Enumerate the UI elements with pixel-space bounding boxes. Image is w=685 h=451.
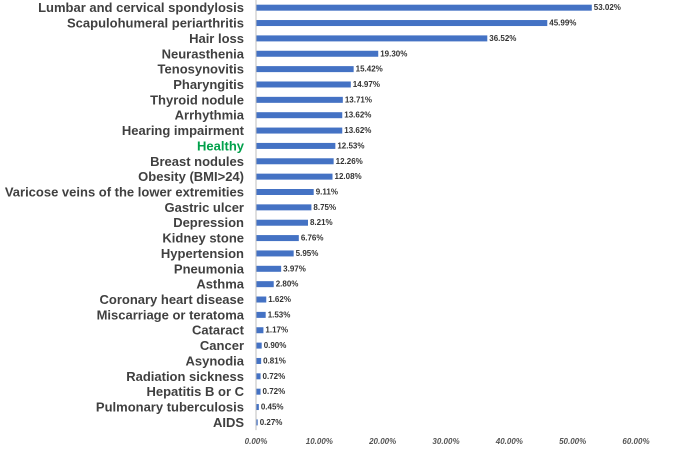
- category-label: Cancer: [200, 338, 244, 353]
- bar-value-label: 12.53%: [337, 141, 364, 150]
- category-label: AIDS: [213, 415, 244, 430]
- bar: [256, 127, 343, 134]
- bar-value-label: 0.72%: [263, 387, 286, 396]
- bar: [256, 219, 308, 226]
- bar: [256, 35, 488, 42]
- bar-value-label: 14.97%: [353, 80, 380, 89]
- bar-value-label: 13.71%: [345, 95, 372, 104]
- category-label: Gastric ulcer: [165, 200, 245, 215]
- category-label: Miscarriage or teratoma: [97, 307, 245, 322]
- x-tick-label: 60.00%: [622, 437, 649, 446]
- category-label: Hypertension: [161, 246, 244, 261]
- category-label: Breast nodules: [150, 154, 244, 169]
- bar-value-label: 19.30%: [380, 49, 407, 58]
- category-label: Radiation sickness: [126, 369, 244, 384]
- bar: [256, 342, 262, 349]
- bar-value-label: 8.75%: [313, 203, 336, 212]
- bar-value-label: 53.02%: [594, 3, 621, 12]
- bar-value-label: 1.53%: [268, 310, 291, 319]
- x-tick-label: 50.00%: [559, 437, 586, 446]
- bar: [256, 373, 261, 380]
- category-label: Hepatitis B or C: [146, 384, 244, 399]
- category-label: Asthma: [196, 277, 244, 292]
- bar-value-label: 12.26%: [336, 157, 363, 166]
- bar: [256, 388, 261, 395]
- category-label: Kidney stone: [162, 231, 244, 246]
- category-label: Varicose veins of the lower extremities: [5, 185, 244, 200]
- bar-value-label: 9.11%: [316, 188, 338, 197]
- bar: [256, 357, 262, 364]
- x-tick-label: 40.00%: [495, 437, 523, 446]
- bar-value-label: 45.99%: [549, 19, 576, 28]
- bar-value-label: 36.52%: [489, 34, 516, 43]
- bar: [256, 158, 334, 165]
- bar: [256, 112, 343, 119]
- category-labels: Lumbar and cervical spondylosisScapulohu…: [5, 0, 245, 430]
- bar: [256, 296, 267, 303]
- category-label: Tenosynovitis: [158, 62, 244, 77]
- bar-value-label: 1.17%: [265, 326, 288, 335]
- bar: [256, 142, 336, 149]
- bar: [256, 281, 274, 288]
- category-label: Healthy: [197, 138, 245, 153]
- bar-value-label: 6.76%: [301, 234, 324, 243]
- category-label: Pneumonia: [174, 261, 245, 276]
- bar: [256, 265, 282, 272]
- x-axis-ticks: 0.00% 10.00% 20.00% 30.00% 40.00% 50.00% 60.00…: [245, 437, 650, 446]
- category-label: Hair loss: [189, 31, 244, 46]
- bar: [256, 173, 333, 180]
- bar-value-label: 0.27%: [260, 418, 283, 427]
- category-label: Cataract: [192, 323, 245, 338]
- bar-value-label: 0.81%: [263, 356, 286, 365]
- bar-value-label: 13.62%: [344, 126, 371, 135]
- value-labels: 53.02% 45.99% 36.52% 19.30% 15.42% 14.97% 13.7…: [260, 3, 621, 427]
- bar: [256, 204, 312, 211]
- bar-value-label: 3.97%: [283, 264, 306, 273]
- bar: [256, 20, 548, 27]
- bar: [256, 419, 258, 426]
- category-label: Pulmonary tuberculosis: [96, 400, 244, 415]
- category-label: Coronary heart disease: [99, 292, 244, 307]
- category-label: Depression: [173, 215, 244, 230]
- bar-value-label: 0.45%: [261, 403, 284, 412]
- bar-value-label: 2.80%: [276, 280, 299, 289]
- bar: [256, 96, 343, 103]
- bar-value-label: 0.72%: [263, 372, 286, 381]
- category-label: Thyroid nodule: [150, 92, 244, 107]
- bar: [256, 66, 354, 73]
- bar-value-label: 5.95%: [296, 249, 319, 258]
- bar: [256, 189, 314, 195]
- bar: [256, 327, 264, 334]
- bar: [256, 4, 592, 11]
- category-label: Pharyngitis: [173, 77, 244, 92]
- category-label: Hearing impairment: [122, 123, 245, 138]
- bar-value-label: 1.62%: [268, 295, 291, 304]
- category-label: Scapulohumeral periarthritis: [67, 16, 244, 31]
- bar: [256, 81, 351, 88]
- bar-value-label: 12.08%: [335, 172, 362, 181]
- bar-value-label: 0.90%: [264, 341, 287, 350]
- x-tick-label: 10.00%: [306, 437, 333, 446]
- bars: [256, 4, 592, 426]
- bar: [256, 404, 259, 411]
- bar-value-label: 15.42%: [356, 65, 383, 74]
- x-tick-label: 30.00%: [432, 437, 459, 446]
- bar: [256, 235, 299, 242]
- category-label: Neurasthenia: [162, 46, 245, 61]
- category-label: Obesity (BMI>24): [138, 169, 244, 184]
- category-label: Asynodia: [185, 353, 244, 368]
- category-label: Arrhythmia: [175, 108, 245, 123]
- category-label: Lumbar and cervical spondylosis: [38, 0, 244, 15]
- bar-value-label: 8.21%: [310, 218, 333, 227]
- bar: [256, 311, 266, 318]
- x-tick-label: 0.00%: [245, 437, 268, 446]
- bar: [256, 250, 294, 257]
- bar-value-label: 13.62%: [344, 111, 371, 120]
- x-tick-label: 20.00%: [368, 437, 396, 446]
- bar: [256, 50, 379, 57]
